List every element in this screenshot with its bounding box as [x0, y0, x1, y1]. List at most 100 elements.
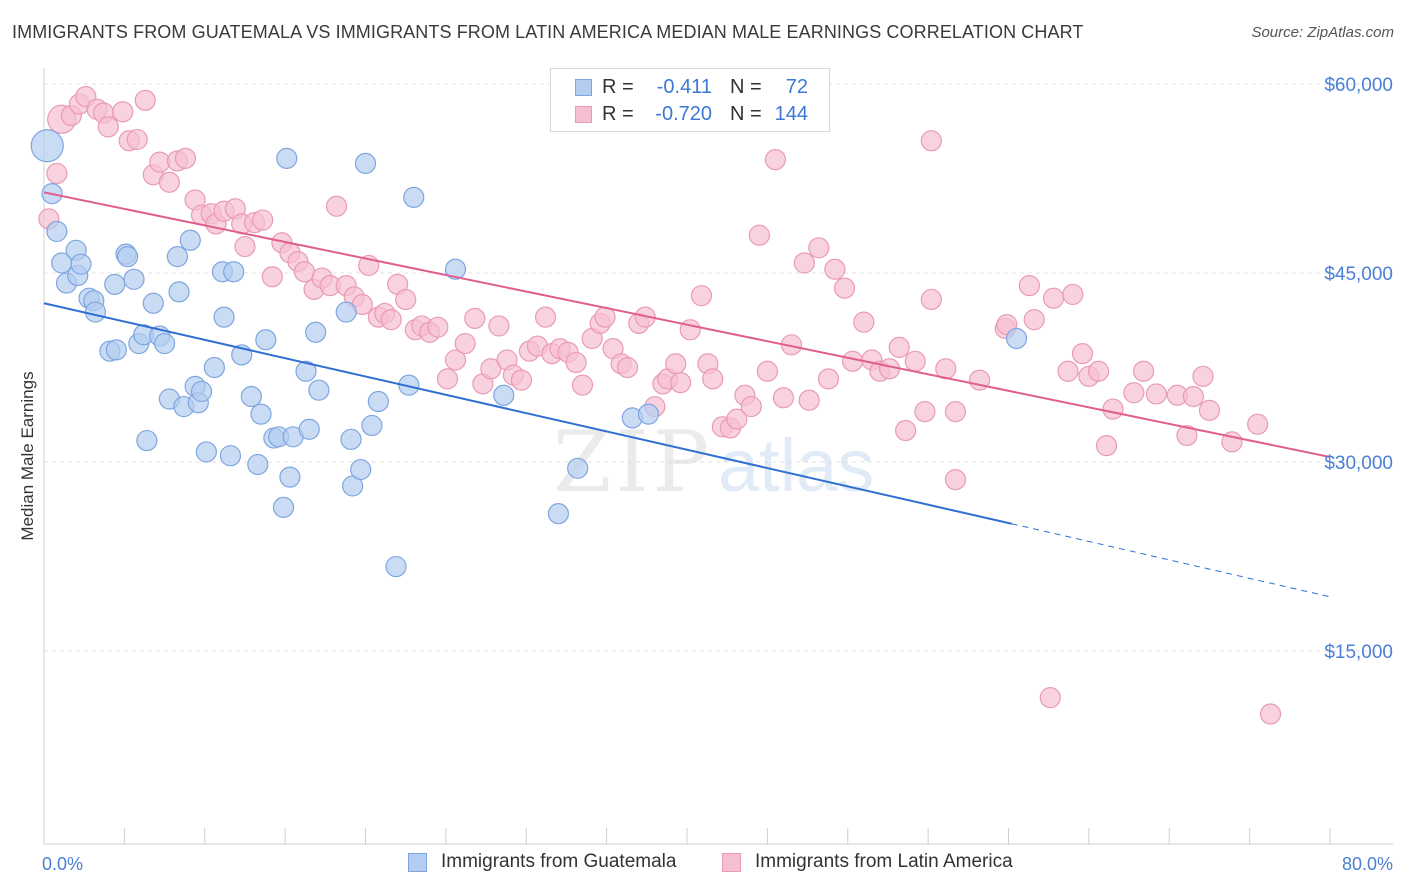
point-latin-america — [444, 349, 467, 371]
point-latin-america — [1132, 360, 1155, 382]
point-guatemala — [190, 380, 213, 403]
point-guatemala — [116, 246, 139, 268]
point-guatemala — [70, 253, 92, 275]
point-latin-america — [464, 307, 486, 329]
point-latin-america — [149, 151, 171, 173]
point-guatemala — [385, 555, 407, 578]
trend-line-guatemala — [43, 302, 1012, 525]
point-guatemala — [350, 458, 372, 481]
point-guatemala — [298, 418, 320, 440]
point-guatemala — [203, 356, 225, 379]
point-latin-america — [1039, 687, 1061, 709]
point-latin-america — [1192, 365, 1214, 387]
y-tick-label: $15,000 — [1324, 642, 1393, 663]
point-guatemala — [340, 428, 362, 450]
series-guatemala-points — [30, 129, 1028, 578]
point-guatemala — [398, 374, 420, 396]
point-guatemala — [30, 129, 64, 163]
legend-swatch-guatemala — [575, 78, 592, 96]
point-latin-america — [112, 101, 134, 123]
point-guatemala — [166, 246, 189, 268]
point-latin-america — [1018, 275, 1040, 297]
point-latin-america — [174, 147, 197, 169]
point-latin-america — [665, 353, 687, 375]
point-guatemala — [305, 321, 327, 343]
bottom-legend-swatch-guatemala — [408, 852, 427, 872]
point-latin-america — [480, 358, 502, 380]
trend-lines — [43, 191, 1331, 598]
point-latin-america — [808, 237, 830, 259]
legend-row-latin-america: R = -0.720 N = 144 — [575, 100, 808, 128]
point-latin-america — [888, 336, 910, 358]
point-guatemala — [46, 220, 68, 243]
point-guatemala — [354, 152, 377, 174]
point-latin-america — [944, 401, 967, 423]
point-latin-america — [46, 162, 68, 185]
point-guatemala — [153, 332, 176, 355]
y-axis-tick-labels: $15,000 $30,000 $45,000 $60,000 — [1324, 75, 1393, 663]
point-latin-america — [325, 195, 348, 217]
point-guatemala — [276, 147, 298, 169]
point-guatemala — [247, 453, 269, 476]
legend-r-label: R = — [602, 102, 634, 125]
point-latin-america — [690, 285, 713, 307]
legend-r-label: R = — [602, 75, 634, 98]
watermark-atlas: atlas — [718, 424, 874, 507]
y-tick-label: $30,000 — [1324, 453, 1393, 474]
point-latin-america — [740, 395, 762, 418]
point-latin-america — [261, 266, 283, 288]
point-latin-america — [1182, 385, 1204, 408]
x-tick-label-left: 0.0% — [42, 854, 83, 874]
point-guatemala — [142, 292, 164, 314]
series-latin-america-points — [38, 85, 1282, 725]
point-latin-america — [764, 149, 787, 171]
watermark: ZIP atlas — [553, 413, 874, 511]
point-guatemala — [223, 261, 245, 283]
point-latin-america — [97, 116, 119, 138]
point-latin-america — [914, 401, 936, 423]
legend-r-value: -0.720 — [655, 102, 712, 125]
point-guatemala — [279, 466, 301, 488]
point-latin-america — [454, 332, 476, 355]
point-guatemala — [1005, 327, 1028, 350]
point-latin-america — [380, 309, 402, 331]
point-guatemala — [168, 281, 190, 303]
point-latin-america — [1102, 398, 1124, 420]
point-latin-america — [616, 356, 639, 379]
point-guatemala — [567, 457, 589, 479]
x-axis-ticks — [43, 828, 1331, 844]
bottom-legend-latin-america: Immigrants from Latin America — [722, 851, 1013, 873]
point-latin-america — [853, 311, 875, 333]
point-latin-america — [252, 209, 274, 231]
point-latin-america — [427, 316, 449, 338]
point-latin-america — [134, 89, 156, 111]
point-latin-america — [1247, 413, 1269, 435]
y-axis-title: Median Male Earnings — [18, 371, 37, 540]
point-latin-america — [944, 469, 967, 491]
point-latin-america — [1176, 424, 1198, 447]
point-latin-america — [841, 350, 864, 372]
point-latin-america — [510, 369, 533, 391]
source-label: Source: ZipAtlas.com — [1251, 24, 1394, 41]
point-latin-america — [395, 288, 417, 311]
gridlines — [44, 83, 1393, 652]
chart-title: IMMIGRANTS FROM GUATEMALA VS IMMIGRANTS … — [12, 22, 1084, 42]
bottom-legend-swatch-latin-america — [722, 852, 741, 872]
point-latin-america — [817, 368, 840, 390]
legend-n-label: N = — [730, 102, 762, 125]
point-latin-america — [793, 252, 815, 274]
point-guatemala — [219, 445, 242, 467]
point-guatemala — [105, 339, 127, 361]
point-latin-america — [772, 387, 795, 409]
point-guatemala — [195, 441, 217, 463]
point-latin-america — [534, 306, 557, 328]
point-guatemala — [367, 390, 389, 413]
x-tick-label-right: 80.0% — [1342, 854, 1393, 874]
point-latin-america — [1057, 360, 1079, 382]
point-latin-america — [158, 171, 180, 193]
point-guatemala — [637, 403, 660, 425]
point-latin-america — [1062, 283, 1084, 306]
point-latin-america — [1095, 435, 1118, 457]
point-latin-america — [669, 372, 692, 394]
point-latin-america — [756, 360, 778, 382]
